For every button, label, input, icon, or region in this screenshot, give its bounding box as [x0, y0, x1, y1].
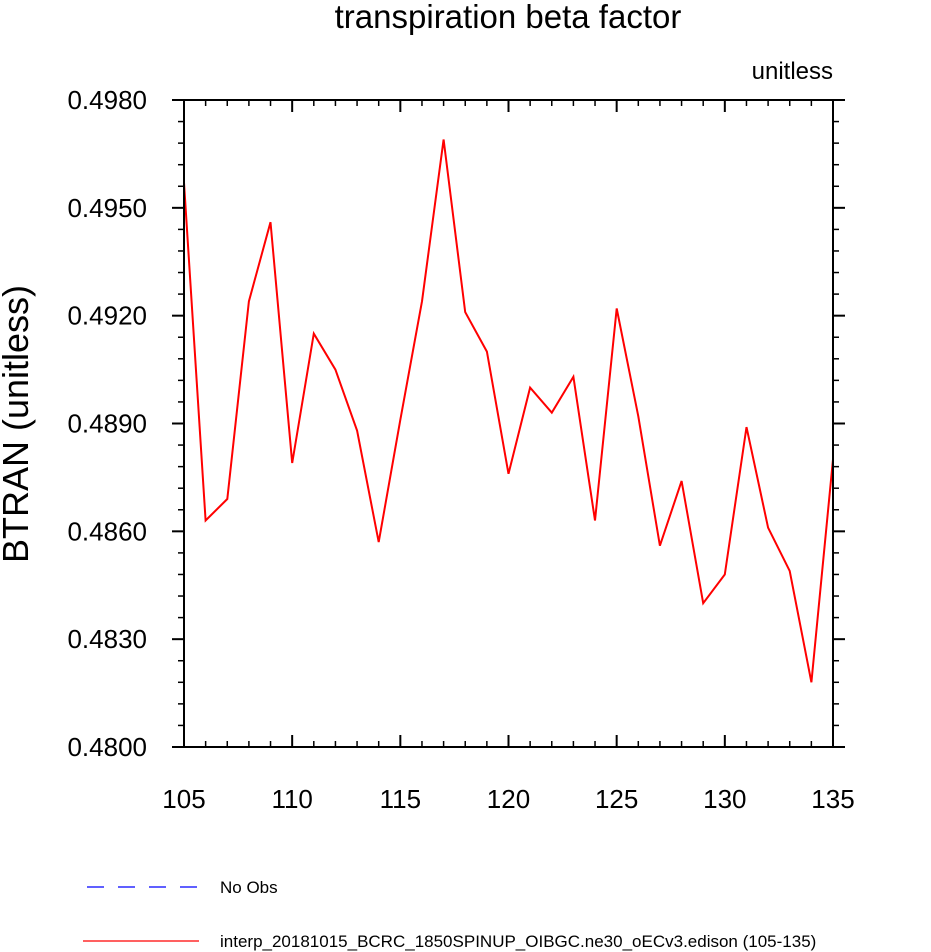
x-tick-label: 120	[487, 784, 530, 814]
tick-labels: 105 110 115 120 125 130 135 0.4800 0.4830 0.4860 0…	[67, 85, 854, 814]
series-line-0	[183, 139, 834, 683]
y-tick-label: 0.4950	[67, 193, 147, 223]
y-tick-label: 0.4980	[67, 85, 147, 115]
y-axis-label: BTRAN (unitless)	[0, 285, 36, 563]
series-layer	[183, 139, 834, 683]
y-tick-label: 0.4830	[67, 624, 147, 654]
y-tick-label: 0.4800	[67, 732, 147, 762]
units-label: unitless	[752, 58, 833, 85]
legend-label-0: interp_20181015_BCRC_1850SPINUP_OIBGC.ne…	[220, 932, 816, 951]
x-tick-label: 125	[595, 784, 638, 814]
chart-title: transpiration beta factor	[335, 0, 682, 35]
plot-frame	[183, 99, 834, 748]
legend-label-1: No Obs	[220, 878, 278, 897]
x-tick-label: 130	[703, 784, 746, 814]
legend: No Obs interp_20181015_BCRC_1850SPINUP_OI…	[83, 878, 816, 951]
x-tick-label: 115	[380, 784, 421, 814]
x-tick-label: 135	[811, 784, 854, 814]
y-tick-label: 0.4860	[67, 516, 147, 546]
y-tick-label: 0.4890	[67, 409, 147, 439]
x-tick-label: 105	[162, 784, 205, 814]
axis-ticks	[172, 99, 845, 748]
y-tick-label: 0.4920	[67, 301, 147, 331]
x-tick-label: 110	[271, 784, 312, 814]
